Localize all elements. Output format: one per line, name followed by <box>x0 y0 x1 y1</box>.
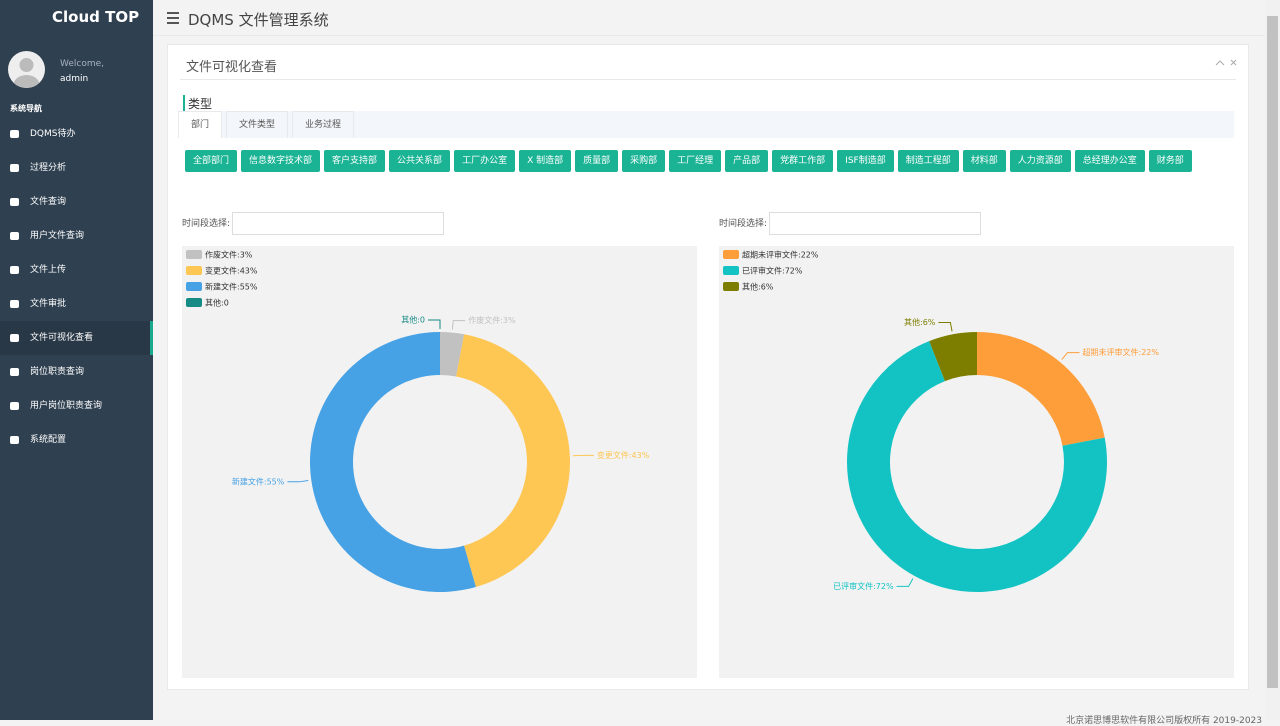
chart-area <box>719 246 1234 678</box>
scrollbar <box>1265 0 1280 720</box>
legend-label: 新建文件:55% <box>205 282 258 292</box>
chart-area <box>182 246 697 678</box>
legend-label: 其他:6% <box>742 282 774 292</box>
legend-label: 作废文件:3% <box>205 250 253 260</box>
filter-label: 时间段选择: <box>719 219 767 229</box>
filter: 时间段选择: <box>182 212 444 235</box>
legend-swatch <box>186 266 202 275</box>
slice-label: 超期未评审文件:22% <box>1083 347 1160 357</box>
slice-label: 变更文件:43% <box>597 450 650 460</box>
date-input[interactable] <box>769 212 981 235</box>
slice-label: 新建文件:55% <box>232 476 285 486</box>
legend-swatch <box>186 250 202 259</box>
date-input[interactable] <box>232 212 444 235</box>
legend-label: 其他:0 <box>205 298 229 308</box>
slice-label: 作废文件:3% <box>468 315 516 325</box>
legend-label: 已评审文件:72% <box>742 266 803 276</box>
slice-label: 其他:6% <box>904 317 936 327</box>
slice-label: 已评审文件:72% <box>833 581 894 591</box>
slice-label: 其他:0 <box>401 315 425 325</box>
filter-label: 时间段选择: <box>182 219 230 229</box>
legend-swatch <box>186 282 202 291</box>
legend-swatch <box>186 298 202 307</box>
legend-swatch <box>723 250 739 259</box>
filter: 时间段选择: <box>719 212 981 235</box>
legend-label: 变更文件:43% <box>205 266 258 276</box>
legend-label: 超期未评审文件:22% <box>742 250 819 260</box>
legend-swatch <box>723 282 739 291</box>
legend-swatch <box>723 266 739 275</box>
